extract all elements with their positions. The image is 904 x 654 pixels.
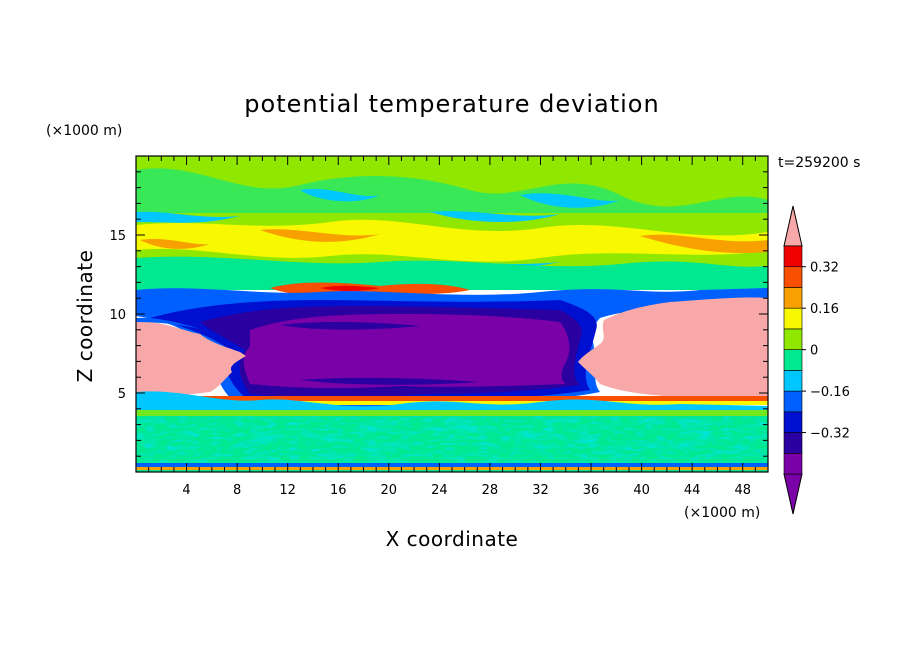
plot-area — [136, 156, 768, 472]
colorbar-swatch — [783, 287, 803, 309]
chart-title: potential temperature deviation — [244, 90, 659, 118]
x-tick-label: 12 — [279, 483, 296, 498]
colorbar-swatch — [783, 411, 803, 433]
colorbar-over-arrow — [783, 205, 803, 247]
y-axis-ticks: 5 10 15 — [109, 171, 768, 457]
x-tick-label: 40 — [633, 483, 650, 498]
colorbar-tick-label: −0.16 — [810, 385, 850, 400]
contour-orange-band — [140, 229, 768, 254]
colorbar-tick-label: 0.32 — [810, 261, 839, 276]
colorbar-swatch — [783, 349, 803, 371]
contour-surface-bottom — [136, 463, 768, 467]
y-axis-unit: (×1000 m) — [46, 123, 122, 139]
y-axis-label: Z coordinate — [73, 250, 97, 383]
colorbar-swatch — [783, 390, 803, 413]
contour-boundary-noise-coarse — [136, 414, 768, 468]
contour-boundary-top-green — [136, 410, 768, 416]
contour-upper-cyan — [300, 188, 620, 208]
contour-base-blue — [136, 391, 768, 412]
region-warm-anomaly-left — [136, 321, 246, 398]
x-axis-ticks: 4 8 12 16 20 24 28 32 36 40 44 48 — [148, 156, 756, 498]
x-tick-label: 44 — [684, 483, 701, 498]
x-tick-label: 48 — [734, 483, 751, 498]
x-tick-label: 36 — [583, 483, 600, 498]
colorbar-under-arrow — [783, 473, 803, 515]
colorbar-swatch — [783, 328, 803, 350]
y-tick-label: 10 — [109, 308, 126, 323]
colorbar-swatch — [783, 370, 803, 392]
colorbar-swatch — [783, 307, 803, 330]
x-tick-label: 24 — [431, 483, 448, 498]
x-tick-label: 20 — [381, 483, 398, 498]
contour-cyan-band — [136, 211, 560, 271]
contour-cold-core — [243, 314, 570, 389]
colorbar-swatch — [783, 432, 803, 454]
x-axis-unit: (×1000 m) — [684, 505, 760, 521]
time-label: t=259200 s — [778, 155, 860, 171]
colorbar-swatch — [783, 245, 803, 268]
x-tick-label: 8 — [233, 483, 241, 498]
colorbar-tick-label: 0 — [810, 344, 818, 359]
y-tick-label: 5 — [118, 387, 126, 402]
contour-red-core — [320, 285, 380, 291]
contour-surface-red-line — [136, 396, 768, 401]
contour-left-edge — [136, 317, 210, 332]
x-axis-label: X coordinate — [386, 527, 519, 551]
x-tick-label: 16 — [330, 483, 347, 498]
x-tick-label: 32 — [532, 483, 549, 498]
colorbar-swatch — [783, 452, 803, 475]
colorbar: 0.32 0.16 0 −0.16 −0.32 — [783, 205, 850, 515]
x-tick-label: 28 — [482, 483, 499, 498]
colorbar-tick-label: 0.16 — [810, 302, 839, 317]
colorbar-tick-label: −0.32 — [810, 427, 850, 442]
y-tick-label: 15 — [109, 229, 126, 244]
x-tick-label: 4 — [182, 483, 190, 498]
colorbar-swatch — [783, 266, 803, 288]
region-warm-anomaly-right — [578, 297, 768, 398]
contour-lower-green — [136, 256, 768, 290]
